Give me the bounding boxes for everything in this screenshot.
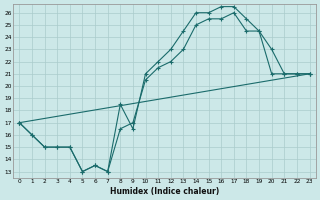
X-axis label: Humidex (Indice chaleur): Humidex (Indice chaleur) xyxy=(110,187,219,196)
